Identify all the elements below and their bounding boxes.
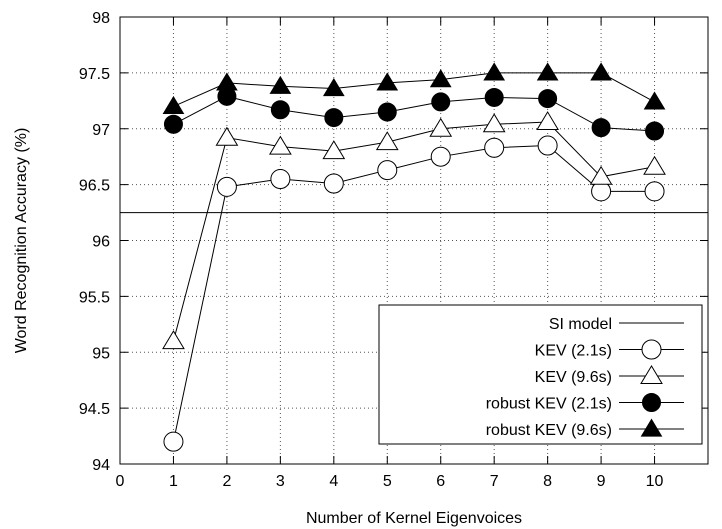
x-tick-label: 8 bbox=[543, 473, 552, 490]
x-tick-label: 0 bbox=[116, 473, 125, 490]
filled-circle-marker bbox=[591, 118, 611, 138]
open-circle-marker bbox=[430, 146, 451, 167]
filled-triangle-marker bbox=[429, 69, 452, 88]
legend-label: robust KEV (2.1s) bbox=[486, 396, 612, 413]
axis-ticks bbox=[119, 16, 708, 465]
y-tick-label: 96.5 bbox=[79, 178, 110, 195]
y-tick-label: 94 bbox=[92, 457, 110, 474]
open-triangle-marker bbox=[429, 117, 453, 137]
legend-entry: robust KEV (9.6s) bbox=[486, 418, 684, 439]
series-kev-2-1s bbox=[163, 135, 665, 452]
series-line bbox=[172, 121, 655, 342]
y-tick-label: 97.5 bbox=[79, 66, 110, 83]
x-tick-label: 7 bbox=[490, 473, 499, 490]
legend-entry: robust KEV (2.1s) bbox=[486, 393, 684, 413]
y-tick-label: 97 bbox=[92, 122, 110, 139]
x-tick-label: 10 bbox=[646, 473, 664, 490]
series-robust-kev-9-6s bbox=[162, 62, 666, 115]
y-tick-label: 95.5 bbox=[79, 289, 110, 306]
filled-triangle-marker bbox=[376, 72, 399, 91]
filled-triangle-marker bbox=[536, 62, 559, 81]
legend-entry: SI model bbox=[549, 316, 684, 333]
x-tick-label: 3 bbox=[276, 473, 285, 490]
filled-circle-marker bbox=[484, 87, 504, 107]
tick-labels: 0 1 2 3 4 5 6 7 8 9 10 94 94.5 95 95.5 96 96.5 97 97.5 98 bbox=[79, 10, 664, 490]
open-triangle-marker bbox=[536, 111, 560, 131]
open-circle-marker bbox=[644, 181, 665, 202]
filled-circle-marker bbox=[377, 102, 397, 122]
y-tick-label: 94.5 bbox=[79, 401, 110, 418]
open-circle-marker bbox=[270, 169, 291, 190]
legend-label: robust KEV (9.6s) bbox=[486, 422, 612, 439]
open-triangle-marker bbox=[482, 113, 506, 133]
open-circle-marker bbox=[163, 431, 184, 452]
filled-circle-marker bbox=[538, 89, 558, 109]
filled-circle-marker bbox=[642, 393, 661, 412]
y-tick-label: 95 bbox=[92, 345, 110, 362]
x-axis-label: Number of Kernel Eigenvoices bbox=[306, 510, 522, 527]
open-triangle-marker bbox=[215, 126, 239, 146]
filled-triangle-marker bbox=[322, 78, 345, 97]
series-kev-9-6s bbox=[162, 111, 666, 350]
legend-entry: KEV (2.1s) bbox=[535, 339, 684, 360]
legend-label: SI model bbox=[549, 316, 612, 333]
x-tick-label: 5 bbox=[383, 473, 392, 490]
filled-triangle-marker bbox=[640, 418, 663, 437]
filled-triangle-marker bbox=[643, 91, 666, 110]
y-axis-label: Word Recognition Accuracy (%) bbox=[13, 128, 30, 354]
x-tick-label: 4 bbox=[329, 473, 338, 490]
open-triangle-marker bbox=[640, 365, 663, 384]
filled-triangle-marker bbox=[269, 75, 292, 94]
y-tick-label: 98 bbox=[92, 10, 110, 27]
legend-label: KEV (2.1s) bbox=[535, 343, 612, 360]
legend-entry: KEV (9.6s) bbox=[535, 365, 684, 386]
open-triangle-marker bbox=[643, 155, 666, 175]
open-circle-marker bbox=[377, 160, 398, 181]
series-robust-kev-2-1s bbox=[163, 86, 665, 141]
open-circle-marker bbox=[323, 173, 344, 194]
filled-circle-marker bbox=[270, 100, 290, 120]
filled-triangle-marker bbox=[162, 95, 185, 115]
series-line bbox=[173, 72, 655, 107]
legend: SI model KEV (2.1s) KEV (9.6s) robust KEV (… bbox=[378, 304, 703, 445]
filled-circle-marker bbox=[645, 121, 665, 141]
y-tick-label: 96 bbox=[92, 234, 110, 251]
x-tick-label: 1 bbox=[169, 473, 178, 490]
filled-triangle-marker bbox=[590, 62, 612, 81]
series-group bbox=[162, 62, 666, 452]
open-circle-marker bbox=[537, 135, 558, 156]
open-triangle-marker bbox=[375, 131, 399, 151]
open-triangle-marker bbox=[268, 135, 292, 155]
open-triangle-marker bbox=[589, 165, 613, 185]
filled-circle-marker bbox=[163, 114, 183, 134]
legend-label: KEV (9.6s) bbox=[535, 369, 612, 386]
series-line bbox=[172, 145, 655, 442]
open-circle-marker bbox=[484, 137, 505, 158]
filled-triangle-marker bbox=[483, 62, 506, 81]
series-line bbox=[173, 95, 655, 132]
open-circle-marker bbox=[641, 339, 662, 360]
filled-circle-marker bbox=[324, 108, 344, 128]
x-tick-label: 9 bbox=[597, 473, 606, 490]
x-tick-label: 6 bbox=[436, 473, 445, 490]
x-tick-label: 2 bbox=[222, 473, 231, 490]
filled-circle-marker bbox=[431, 92, 451, 112]
open-circle-marker bbox=[216, 176, 237, 197]
open-triangle-marker bbox=[322, 140, 346, 160]
filled-triangle-marker bbox=[216, 72, 238, 91]
open-triangle-marker bbox=[162, 330, 185, 350]
